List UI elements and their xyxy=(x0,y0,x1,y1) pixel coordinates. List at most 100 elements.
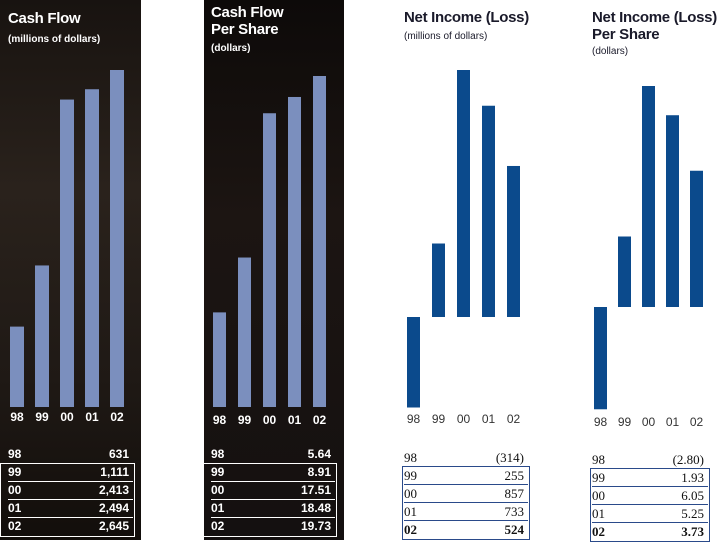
bar-99 xyxy=(35,265,49,407)
net-income-per-share-title: Net Income (Loss) Per Share xyxy=(592,9,717,43)
table-value: 17.51 xyxy=(300,483,331,497)
table-value: (2.80) xyxy=(672,452,704,467)
tick-label-02: 02 xyxy=(690,415,704,429)
tick-label-00: 00 xyxy=(60,410,74,424)
table-value: 18.48 xyxy=(300,501,331,515)
table-year: 02 xyxy=(592,524,605,539)
table-year: 01 xyxy=(8,501,22,515)
net-income-per-share-subtitle: (dollars) xyxy=(592,46,629,57)
table-row: 98 (2.80) xyxy=(592,451,708,468)
table-year: 02 xyxy=(404,522,417,537)
table-year: 02 xyxy=(211,519,225,533)
tick-label-00: 00 xyxy=(457,412,471,426)
net-income-subtitle: (millions of dollars) xyxy=(404,31,488,42)
tick-label-01: 01 xyxy=(482,412,496,426)
bar-98 xyxy=(407,317,420,408)
table-year: 99 xyxy=(211,465,225,479)
bar-00 xyxy=(642,86,655,307)
bar-02 xyxy=(690,170,703,307)
bar-01 xyxy=(666,115,679,307)
table-value: 2,494 xyxy=(98,501,129,515)
table-year: 01 xyxy=(404,504,417,519)
table-year: 02 xyxy=(8,519,22,533)
tick-label-00: 00 xyxy=(263,413,277,427)
tick-label-99: 99 xyxy=(35,410,49,424)
tick-label-98: 98 xyxy=(407,412,421,426)
table-row: 00 6.05 xyxy=(592,486,708,504)
chart-0-marks: 98 99 00 01 02 xyxy=(10,70,124,424)
bar-02 xyxy=(313,76,326,407)
table-year: 98 xyxy=(211,447,225,461)
table-year: 98 xyxy=(592,452,605,467)
table-year: 00 xyxy=(211,483,225,497)
bar-01 xyxy=(288,96,301,407)
tick-label-01: 01 xyxy=(666,415,680,429)
table-year: 00 xyxy=(8,483,22,497)
bar-98 xyxy=(10,326,24,407)
table-year: 99 xyxy=(592,470,605,485)
bar-01 xyxy=(85,89,99,407)
table-row: 00 857 xyxy=(404,484,528,502)
table-row: 99 1,111 xyxy=(8,463,133,481)
chart-2-marks: 98 99 00 01 02 xyxy=(407,70,521,426)
bar-02 xyxy=(507,165,520,317)
table-value: 5.64 xyxy=(307,447,331,461)
tick-label-99: 99 xyxy=(618,415,632,429)
table-value: 1.93 xyxy=(681,470,704,485)
table-row: 01 18.48 xyxy=(211,499,335,517)
table-row: 99 255 xyxy=(404,466,528,484)
table-row: 02 524 xyxy=(404,520,528,538)
title-line: Per Share xyxy=(592,26,660,43)
bar-99 xyxy=(238,257,251,407)
tick-label-02: 02 xyxy=(313,413,327,427)
table-row: 01 2,494 xyxy=(8,499,133,517)
bar-98 xyxy=(594,307,607,410)
tick-label-02: 02 xyxy=(110,410,124,424)
cash-flow-per-share-table: 98 5.64 99 8.91 00 17.51 01 18.48 02 19.73 xyxy=(203,446,337,537)
tick-label-01: 01 xyxy=(288,413,302,427)
title-line: Net Income (Loss) xyxy=(592,9,717,26)
table-year: 00 xyxy=(592,488,605,503)
table-value: 5.25 xyxy=(681,506,704,521)
table-row: 98 (314) xyxy=(404,449,528,466)
bar-99 xyxy=(618,236,631,307)
cash-flow-per-share-title: Cash Flow Per Share xyxy=(211,4,284,38)
tick-label-00: 00 xyxy=(642,415,656,429)
bar-00 xyxy=(457,70,470,317)
table-year: 01 xyxy=(592,506,605,521)
table-value: 2,413 xyxy=(98,483,129,497)
table-value: 19.73 xyxy=(300,519,331,533)
tick-label-99: 99 xyxy=(432,412,446,426)
table-value: 3.73 xyxy=(681,524,704,539)
tick-label-01: 01 xyxy=(85,410,99,424)
tick-label-02: 02 xyxy=(507,412,521,426)
table-row: 01 733 xyxy=(404,502,528,520)
table-year: 98 xyxy=(8,447,22,461)
tick-label-99: 99 xyxy=(238,413,252,427)
table-row: 01 5.25 xyxy=(592,504,708,522)
table-value: 1,111 xyxy=(100,465,129,479)
tick-label-98: 98 xyxy=(10,410,24,424)
table-row: 02 3.73 xyxy=(592,522,708,540)
table-value: (314) xyxy=(495,450,524,465)
table-value: 6.05 xyxy=(681,488,704,503)
table-row: 02 2,645 xyxy=(8,517,133,535)
bar-00 xyxy=(263,113,276,408)
table-value: 255 xyxy=(504,468,525,483)
net-income-table: 98 (314) 99 255 00 857 01 733 02 524 xyxy=(402,449,530,540)
net-income-per-share-table: 98 (2.80) 99 1.93 00 6.05 01 5.25 02 3.73 xyxy=(590,451,710,542)
table-row: 98 5.64 xyxy=(211,446,335,463)
bar-98 xyxy=(213,312,226,407)
bar-00 xyxy=(60,99,74,407)
bar-02 xyxy=(110,70,124,407)
table-row: 98 631 xyxy=(8,446,133,463)
title-line: Net Income (Loss) xyxy=(404,9,529,26)
cash-flow-per-share-subtitle: (dollars) xyxy=(211,43,251,54)
table-year: 99 xyxy=(8,465,22,479)
table-year: 00 xyxy=(404,486,417,501)
table-row: 99 1.93 xyxy=(592,468,708,486)
table-value: 857 xyxy=(504,486,525,501)
table-value: 8.91 xyxy=(307,465,331,479)
chart-3-marks: 98 99 00 01 02 xyxy=(594,86,704,429)
